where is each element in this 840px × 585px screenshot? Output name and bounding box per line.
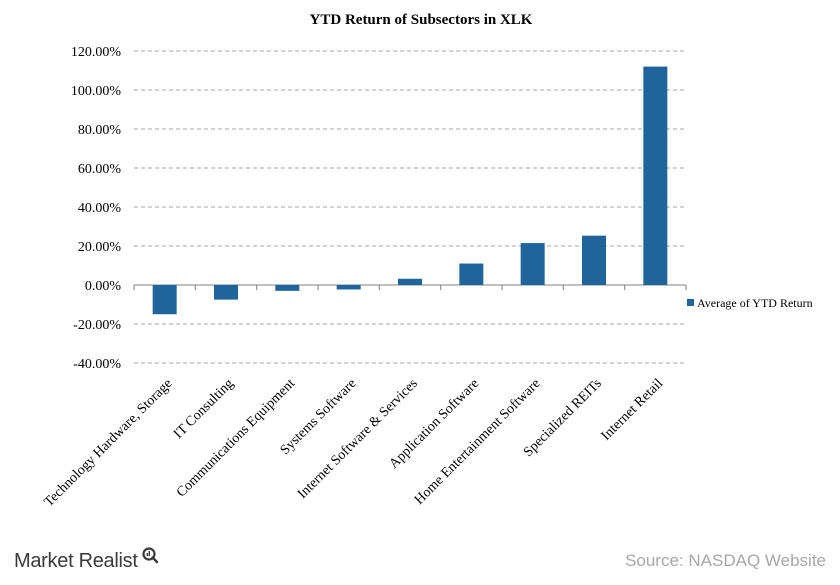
- bar: [336, 285, 361, 290]
- bar: [152, 285, 177, 315]
- bar: [214, 285, 238, 300]
- legend-swatch: [687, 299, 694, 306]
- x-tick-label: IT Consulting: [171, 376, 237, 442]
- bars: [152, 66, 668, 315]
- legend-label: Average of YTD Return: [697, 296, 813, 310]
- x-tick-label: Internet Software & Services: [295, 376, 421, 502]
- source-note: Source: NASDAQ Website: [625, 551, 826, 570]
- bar: [275, 285, 300, 291]
- bar: [459, 263, 484, 285]
- y-tick-label: 120.00%: [71, 45, 122, 60]
- y-tick-label: 40.00%: [78, 201, 122, 216]
- x-tick-label: Communications Equipment: [174, 376, 298, 500]
- magnifier-q-icon: [142, 547, 158, 564]
- x-tick-label: Technology Hardware, Storage: [42, 376, 176, 510]
- brand-name: Market Realist: [14, 549, 138, 572]
- legend: Average of YTD Return: [687, 296, 813, 310]
- gridlines: [134, 50, 686, 364]
- brand-logo: Market Realist: [14, 546, 159, 576]
- y-tick-label: 20.00%: [78, 240, 122, 255]
- bar: [582, 235, 606, 285]
- y-axis-tick-labels: -40.00% -20.00% 0.00% 20.00% 40.00% 60.00% 80.…: [71, 45, 122, 372]
- y-tick-label: 0.00%: [85, 279, 122, 294]
- bar: [643, 66, 668, 285]
- y-tick-label: -40.00%: [73, 357, 121, 372]
- x-tick-label: Internet Retail: [599, 376, 667, 444]
- chart-title: YTD Return of Subsectors in XLK: [310, 12, 533, 28]
- x-tick-label: Home Entertainment Software: [412, 376, 544, 508]
- bar: [398, 278, 422, 285]
- y-tick-label: 60.00%: [78, 162, 122, 177]
- y-tick-label: 100.00%: [71, 84, 122, 99]
- y-tick-label: -20.00%: [73, 318, 121, 333]
- bar: [520, 243, 545, 285]
- y-tick-label: 80.00%: [78, 123, 122, 138]
